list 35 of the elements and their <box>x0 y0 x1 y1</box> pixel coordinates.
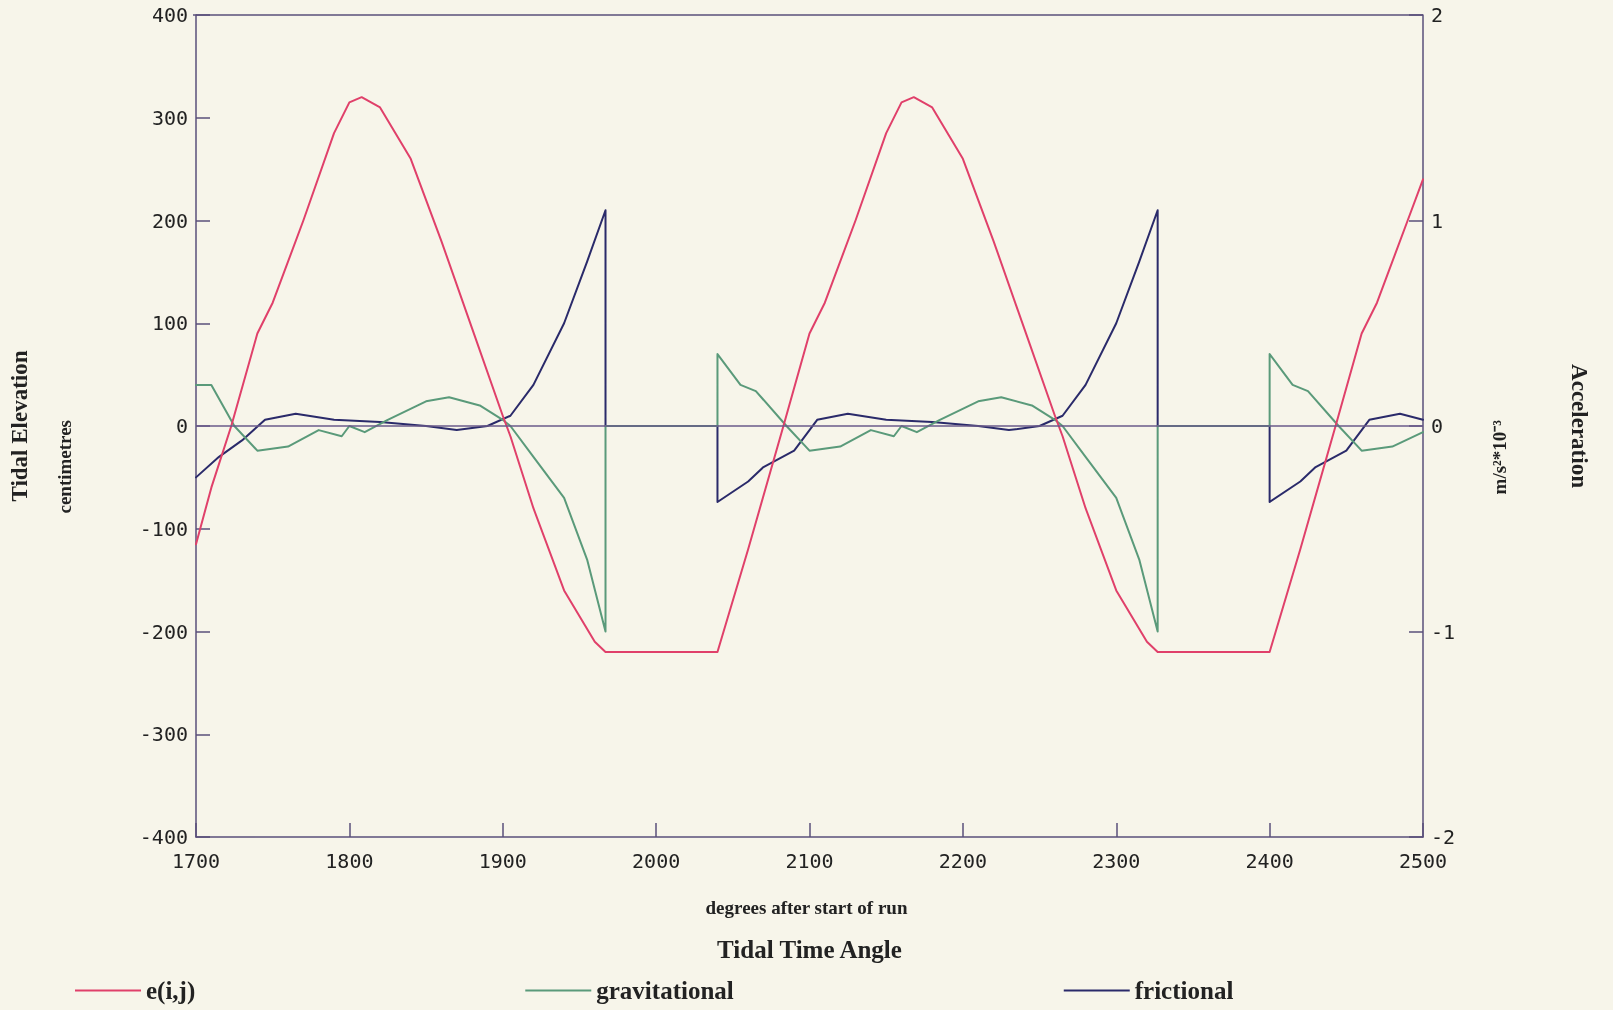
y-tick-label: -100 <box>139 516 188 541</box>
x-tick-label: 2400 <box>1245 849 1294 873</box>
text: degrees after start of run <box>705 897 908 918</box>
y-tick-label: 100 <box>151 311 188 336</box>
y2-tick-label: 1 <box>1431 208 1444 233</box>
x-tick-label: 2100 <box>785 849 834 873</box>
x-tick-label: 1800 <box>325 849 374 873</box>
y-tick-label: 0 <box>175 414 188 438</box>
y-tick-label: 400 <box>151 3 188 27</box>
x-tick-label: 1900 <box>478 849 527 873</box>
y-tick-label: -400 <box>139 825 188 849</box>
x-tick-label: 2500 <box>1398 849 1448 873</box>
y-tick-label: 200 <box>151 208 188 233</box>
x-tick-label: 2300 <box>1092 849 1141 873</box>
x-tick-label: 1700 <box>171 849 221 873</box>
line-series <box>195 209 1424 504</box>
x-tick-label: 2000 <box>632 849 681 873</box>
y-tick-label: -200 <box>139 619 188 644</box>
y2-tick-label: -1 <box>1431 619 1456 644</box>
line-series <box>195 353 1424 633</box>
y-axis-title: Tidal Elevation <box>7 350 32 502</box>
y2-tick-label: 2 <box>1431 3 1444 27</box>
legend-label: gravitational <box>596 977 734 1004</box>
y2-tick-label: -2 <box>1431 825 1456 849</box>
y-tick-label: -300 <box>139 722 188 747</box>
line-series <box>195 96 1424 654</box>
y-tick-label: 300 <box>151 105 188 130</box>
legend-label: e(i,j) <box>146 977 196 1005</box>
legend-label: frictional <box>1134 977 1234 1004</box>
y2-axis-title: Acceleration <box>1567 364 1592 489</box>
x-axis-title: Tidal Time Angle <box>717 936 902 963</box>
text: m/s²*10⁻³ <box>1489 419 1510 495</box>
x-tick-label: 2200 <box>938 849 987 873</box>
y2-tick-label: 0 <box>1431 414 1444 438</box>
text: centimetres <box>54 420 75 514</box>
